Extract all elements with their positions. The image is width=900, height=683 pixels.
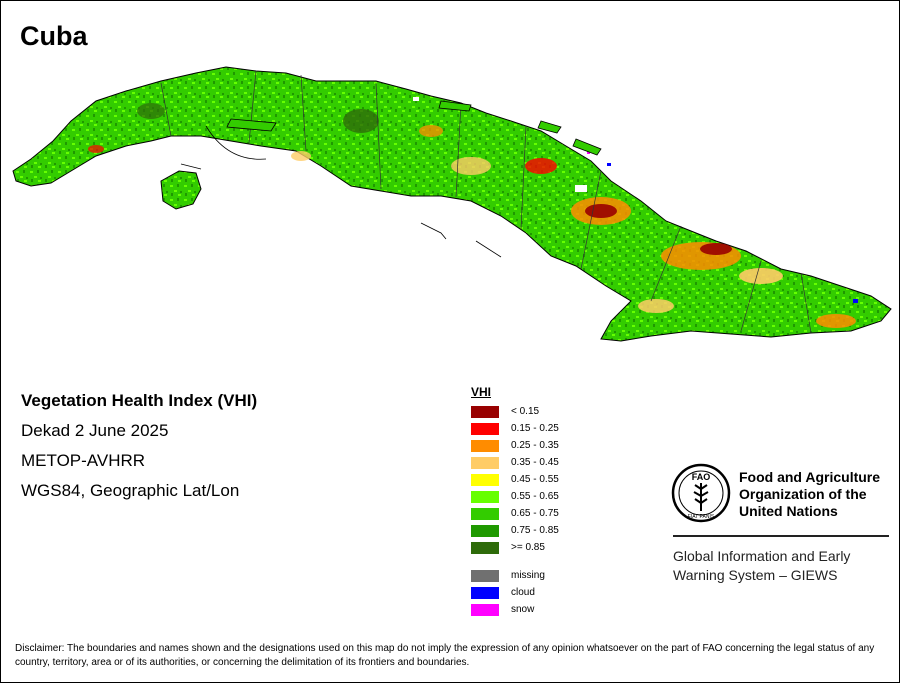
northern-cays	[226, 100, 602, 156]
legend-class-row: 0.55 - 0.65	[471, 488, 591, 505]
projection-label: WGS84, Geographic Lat/Lon	[21, 481, 240, 500]
southern-cays	[180, 125, 502, 258]
legend-swatch	[471, 473, 499, 486]
legend-label: 0.65 - 0.75	[511, 508, 559, 519]
legend-label: missing	[511, 570, 545, 581]
vhi-legend: VHI < 0.15 0.15 - 0.25 0.25 - 0.35 0.35 - 0…	[471, 385, 591, 618]
legend-label: 0.15 - 0.25	[511, 423, 559, 434]
missing-cloud-specks	[413, 97, 858, 303]
legend-label: 0.55 - 0.65	[511, 491, 559, 502]
legend-classes: < 0.15 0.15 - 0.25 0.25 - 0.35 0.35 - 0.45 0…	[471, 403, 591, 556]
legend-swatch	[471, 422, 499, 435]
legend-label: 0.45 - 0.55	[511, 474, 559, 485]
sensor-label: METOP-AVHRR	[21, 451, 146, 470]
map-info: Vegetation Health Index (VHI) Dekad 2 Ju…	[21, 389, 257, 509]
legend-class-row: 0.35 - 0.45	[471, 454, 591, 471]
stress-patches	[88, 103, 856, 328]
legend-swatch	[471, 569, 499, 582]
isla-de-la-juventud	[160, 170, 202, 210]
map-title: Cuba	[20, 21, 88, 51]
legend-special-classes: missing cloud snow	[471, 567, 591, 618]
legend-class-row: >= 0.85	[471, 539, 591, 556]
legend-swatch	[471, 405, 499, 418]
legend-label: 0.35 - 0.45	[511, 457, 559, 468]
fao-emblem-icon: FAO FIAT PANIS	[671, 463, 731, 523]
fao-divider	[673, 535, 889, 537]
legend-swatch	[471, 541, 499, 554]
legend-special-row: snow	[471, 601, 591, 618]
disclaimer: Disclaimer: The boundaries and names sho…	[15, 643, 875, 668]
legend-swatch	[471, 490, 499, 503]
legend-swatch	[471, 507, 499, 520]
fao-organization-name: Food and Agriculture Organization of the…	[739, 469, 881, 519]
giews-label: Global Information and Early Warning Sys…	[673, 548, 851, 583]
province-boundaries	[160, 70, 812, 334]
legend-label: 0.25 - 0.35	[511, 440, 559, 451]
legend-class-row: 0.65 - 0.75	[471, 505, 591, 522]
svg-text:FIAT PANIS: FIAT PANIS	[688, 514, 715, 520]
legend-swatch	[471, 586, 499, 599]
legend-label: cloud	[511, 587, 535, 598]
legend-class-row: 0.75 - 0.85	[471, 522, 591, 539]
legend-label: 0.75 - 0.85	[511, 525, 559, 536]
legend-label: < 0.15	[511, 406, 540, 417]
legend-label: snow	[511, 604, 535, 615]
legend-swatch	[471, 439, 499, 452]
index-name: Vegetation Health Index (VHI)	[21, 391, 258, 410]
main-island	[12, 66, 892, 342]
svg-text:FAO: FAO	[692, 472, 711, 482]
period-label: Dekad 2 June 2025	[21, 421, 169, 440]
legend-swatch	[471, 524, 499, 537]
legend-class-row: 0.15 - 0.25	[471, 420, 591, 437]
legend-class-row: 0.25 - 0.35	[471, 437, 591, 454]
legend-swatch	[471, 456, 499, 469]
legend-special-row: missing	[471, 567, 591, 584]
legend-class-row: 0.45 - 0.55	[471, 471, 591, 488]
legend-class-row: < 0.15	[471, 403, 591, 420]
legend-special-row: cloud	[471, 584, 591, 601]
legend-swatch	[471, 603, 499, 616]
cuba-vhi-map	[12, 66, 892, 342]
legend-label: >= 0.85	[511, 542, 545, 553]
legend-header: VHI	[471, 385, 492, 399]
